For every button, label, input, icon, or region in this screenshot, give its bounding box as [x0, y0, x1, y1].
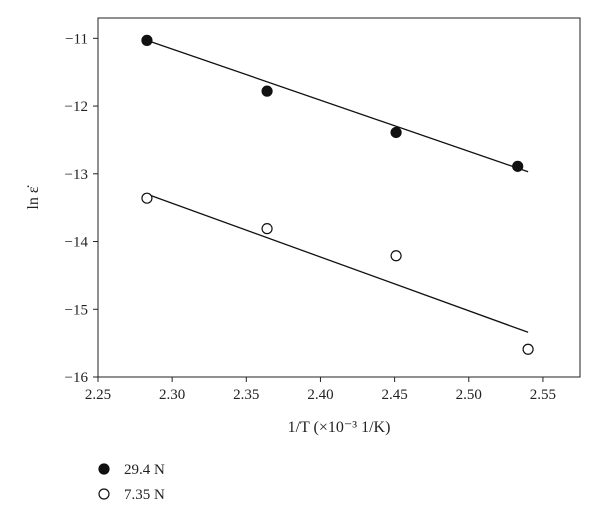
x-tick-label: 2.50 — [456, 387, 482, 403]
x-tick-label: 2.35 — [233, 387, 259, 403]
y-tick-label: −16 — [65, 370, 89, 386]
data-point-7-35-n — [390, 250, 402, 262]
legend-marker-29-4n — [98, 463, 110, 475]
x-tick-label: 2.40 — [307, 387, 333, 403]
x-tick-label: 2.55 — [530, 387, 556, 403]
y-tick-label: −15 — [65, 302, 88, 318]
data-point-29-4-n — [261, 85, 273, 97]
x-axis-title: 1/T (×10⁻³ 1/K) — [288, 419, 391, 436]
legend: 29.4 N 7.35 N — [98, 462, 165, 503]
fit-line-29-4-n — [146, 39, 529, 173]
x-tick-label: 2.25 — [85, 387, 111, 403]
data-point-7-35-n — [261, 223, 273, 235]
y-tick-label: −13 — [65, 167, 88, 183]
data-point-7-35-n — [522, 343, 534, 355]
series-layer — [141, 34, 534, 355]
x-tick-label: 2.45 — [381, 387, 407, 403]
legend-label-29-4n: 29.4 N — [124, 462, 165, 478]
x-ticks: 2.25 2.30 2.35 2.40 2.45 2.50 2.55 — [85, 377, 556, 403]
x-tick-label: 2.30 — [159, 387, 185, 403]
data-point-7-35-n — [141, 192, 153, 204]
y-ticks: −11 −12 −13 −14 −15 −16 — [65, 31, 98, 386]
legend-label-7-35n: 7.35 N — [124, 487, 165, 503]
plot-frame — [97, 17, 581, 378]
data-point-29-4-n — [141, 34, 153, 46]
y-tick-label: −11 — [65, 31, 88, 47]
y-tick-label: −14 — [65, 235, 89, 251]
legend-marker-7-35n — [98, 488, 110, 500]
y-tick-label: −12 — [65, 99, 88, 115]
y-axis-title: ln ε̇ — [25, 185, 42, 209]
data-point-29-4-n — [390, 126, 402, 139]
fit-line-7-35-n — [146, 193, 529, 333]
data-point-29-4-n — [512, 160, 524, 172]
